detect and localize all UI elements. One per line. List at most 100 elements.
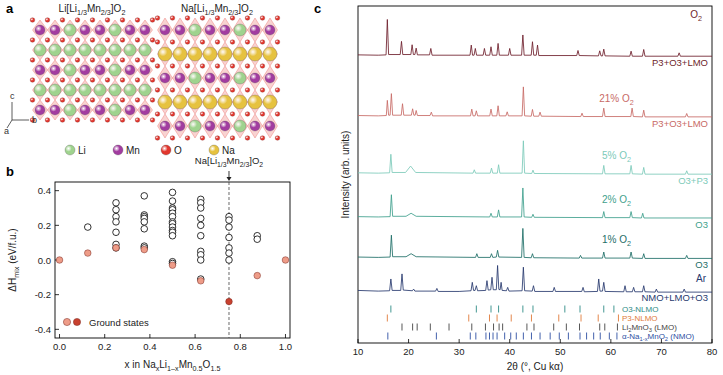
reference-peak [504,333,505,340]
atom [185,40,190,45]
atom [233,47,247,61]
scatter-point [141,226,148,233]
octahedron [48,40,63,60]
atom [135,78,140,83]
x-tick [459,339,460,343]
octahedron [188,90,203,114]
atom [250,25,260,35]
reference-peak [604,324,605,331]
reference-label: O3-NLMO [622,305,658,314]
reference-peak [617,324,618,331]
atom [90,58,95,63]
atom [250,121,260,131]
text-run: MnO [631,323,648,332]
axis-triad: abc [4,91,37,136]
reference-peak [586,333,587,340]
octahedron [93,100,108,120]
atom [35,25,45,35]
pattern-phases: P3+O3+LMO [652,57,708,68]
scatter-point [254,272,261,279]
octahedron [188,114,203,138]
atom [105,118,110,123]
reference-peak [493,324,494,331]
reference-peak [511,315,512,322]
octahedron [173,66,188,90]
atom [75,78,80,83]
octahedron [78,80,93,100]
atom [64,84,76,96]
legend-label: Na [222,145,235,156]
atom [45,118,50,123]
text-run: 5% O [602,150,627,161]
octahedron [93,80,108,100]
octahedron [263,18,278,42]
structure-title: Li[Li1/3Mn2/3]O2 [59,3,126,17]
subscript: 2 [249,8,253,17]
text-run: MnO [648,332,665,341]
octahedron [188,66,203,90]
atom [30,38,35,43]
atom [203,47,217,61]
atom [233,95,247,109]
atom [124,44,136,56]
text-run: Na[Li [195,155,217,166]
x-tick-label: 1.0 [279,341,292,352]
subscript: 1/3 [217,161,227,168]
scatter-point [113,245,120,252]
x-tick-label: 0.4 [143,341,156,352]
atom [220,73,230,83]
reference-peak [476,306,477,313]
atom [150,118,155,123]
scatter-point [141,246,148,253]
subscript: 2 [627,199,631,208]
pattern-phases: P3+O3+LMO [652,118,708,129]
x-tick [712,339,713,343]
reference-peak [598,315,599,322]
atom [64,44,76,56]
atom [95,65,105,75]
reference-peak [526,324,527,331]
panel-label: b [6,164,14,179]
atom [30,78,35,83]
atom [215,16,220,21]
octahedron [63,60,78,80]
atom [80,105,90,115]
atom [45,98,50,103]
atom [64,104,76,116]
atom [185,64,190,69]
octahedron [138,40,153,60]
scatter-point [113,200,120,207]
reference-peak [523,333,524,340]
atom [150,58,155,63]
atom [189,120,201,132]
scatter-point [169,198,176,205]
element-legend: LiMnONa [65,145,235,156]
reference-peak [516,333,517,340]
text-run: 1% O [602,234,627,245]
atom [200,112,205,117]
scatter-point [226,298,233,305]
atom [158,47,172,61]
reference-peak [616,333,617,340]
atom [60,98,65,103]
octahedron [248,18,263,42]
atom [275,88,280,93]
octahedron [173,42,188,66]
subscript: 2 [627,239,631,248]
legend: Ground states [63,317,149,328]
text-run: α-Na [622,332,640,341]
octahedron [203,42,218,66]
atom [215,112,220,117]
y-axis-label: ΔHmix (eV/f.u.) [7,228,21,291]
x-tick-label: 70 [656,346,667,357]
y-tick [55,225,59,226]
x-tick-label: 0.0 [53,341,66,352]
reference-peak [499,324,500,331]
atom [170,112,175,117]
reference-peak [593,333,594,340]
atom [250,73,260,83]
octahedron [263,66,278,90]
atom [260,136,265,141]
octahedron [203,114,218,138]
subscript: 1/3 [77,8,87,17]
